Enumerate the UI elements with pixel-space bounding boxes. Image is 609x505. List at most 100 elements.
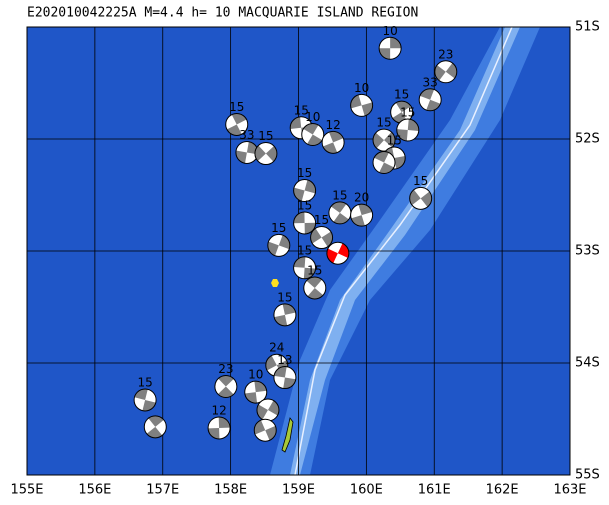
depth-label: 15 xyxy=(258,129,273,143)
depth-label: 15 xyxy=(307,263,322,277)
focal-mechanism xyxy=(328,201,352,225)
y-tick-label: 55S xyxy=(575,468,600,483)
depth-label: 15 xyxy=(297,243,312,257)
depth-label: 23 xyxy=(218,362,233,376)
beachball-outline xyxy=(293,256,317,280)
depth-label: 10 xyxy=(305,110,320,124)
beachball-dilatation xyxy=(303,279,326,297)
beachball-dilatation xyxy=(373,152,396,173)
beachball-outline xyxy=(253,418,277,442)
focal-mechanism xyxy=(326,241,350,265)
focal-mechanism xyxy=(254,142,278,166)
focal-mechanism xyxy=(293,179,317,203)
focal-mechanism xyxy=(310,226,334,250)
depth-label: 12 xyxy=(211,403,226,417)
focal-mechanism xyxy=(301,123,325,147)
focal-mechanism xyxy=(273,366,297,390)
beachball-outline xyxy=(273,303,297,327)
x-tick-label: 159E xyxy=(282,483,315,498)
beachball-dilatation xyxy=(350,204,373,226)
depth-label: 10 xyxy=(248,368,263,382)
focal-mechanism xyxy=(256,398,280,422)
beachball-dilatation xyxy=(379,37,402,60)
focal-mechanism xyxy=(273,303,297,327)
beachball-outline xyxy=(310,226,334,250)
focal-mechanism xyxy=(267,233,291,257)
x-tick-label: 160E xyxy=(350,483,383,498)
depth-label: 10 xyxy=(354,81,369,95)
depth-label: 15 xyxy=(387,134,402,148)
beachball-outline xyxy=(244,380,268,404)
focal-mechanism xyxy=(225,112,249,136)
focal-mechanism xyxy=(396,118,420,142)
y-tick-label: 51S xyxy=(575,20,600,35)
x-tick-label: 163E xyxy=(553,483,586,498)
depth-label: 12 xyxy=(325,118,340,132)
depth-label: 15 xyxy=(271,221,286,235)
focal-mechanism xyxy=(207,416,231,440)
beachball-dilatation xyxy=(419,89,442,111)
beachball-dilatation xyxy=(312,226,331,249)
beachball-outline xyxy=(409,186,433,210)
focal-mechanism xyxy=(372,151,396,175)
ridge-line xyxy=(294,27,513,475)
beachball-dilatation xyxy=(134,389,157,411)
x-tick-label: 156E xyxy=(78,483,111,498)
beachball-outline xyxy=(254,142,278,166)
depth-label: 20 xyxy=(354,191,369,205)
beachball-dilatation xyxy=(214,378,237,395)
beachball-dilatation xyxy=(144,418,167,436)
beachball-outline xyxy=(143,415,167,439)
beachball-dilatation xyxy=(236,141,258,164)
beachball-dilatation xyxy=(273,366,296,389)
focal-mechanism xyxy=(350,203,374,227)
beachball-outline xyxy=(207,416,231,440)
map-title: E202010042225A M=4.4 h= 10 MACQUARIE ISL… xyxy=(27,6,418,21)
depth-label: 24 xyxy=(269,341,284,355)
beachball-dilatation xyxy=(375,129,393,152)
beachball-outline xyxy=(267,233,291,257)
x-tick-label: 162E xyxy=(486,483,519,498)
beachball-dilatation xyxy=(396,119,419,142)
focal-mechanism xyxy=(390,100,414,124)
beachball-dilatation xyxy=(293,212,316,234)
beachball-outline xyxy=(434,60,458,84)
beachball-outline xyxy=(225,112,249,136)
macquarie-island xyxy=(281,417,294,453)
beachball-outline xyxy=(321,130,345,154)
focal-mechanism xyxy=(253,418,277,442)
focal-mechanism xyxy=(378,36,402,60)
focal-mechanism xyxy=(350,93,374,117)
beachball-outline xyxy=(303,276,327,300)
depth-label: 15 xyxy=(294,103,309,117)
beachball-dilatation xyxy=(257,142,274,165)
focal-mechanism xyxy=(321,130,345,154)
beachball-outline xyxy=(301,123,325,147)
focal-mechanism xyxy=(409,186,433,210)
depth-label: 15 xyxy=(229,100,244,114)
depth-label: 15 xyxy=(297,166,312,180)
depth-label: 15 xyxy=(297,199,312,213)
depth-label: 13 xyxy=(277,353,292,367)
focal-mechanism xyxy=(434,60,458,84)
y-tick-label: 52S xyxy=(575,132,600,147)
focal-mechanism xyxy=(418,88,442,112)
beachball-outline xyxy=(350,203,374,227)
beachball-dilatation xyxy=(390,102,413,122)
depth-label: 15 xyxy=(137,375,152,389)
beachball-outline xyxy=(293,211,317,235)
focal-mechanism xyxy=(143,415,167,439)
x-tick-label: 157E xyxy=(146,483,179,498)
beachball-dilatation xyxy=(293,256,316,279)
depth-label: 15 xyxy=(394,88,409,102)
depth-label: 15 xyxy=(277,290,292,304)
beachball-outline xyxy=(350,93,374,117)
beachball-outline xyxy=(214,375,238,399)
x-tick-label: 158E xyxy=(214,483,247,498)
beachball-dilatation xyxy=(268,234,290,257)
beachball-dilatation xyxy=(290,116,313,139)
beachball-outline xyxy=(273,366,297,390)
depth-label: 33 xyxy=(423,75,438,89)
beachball-dilatation xyxy=(437,60,455,83)
